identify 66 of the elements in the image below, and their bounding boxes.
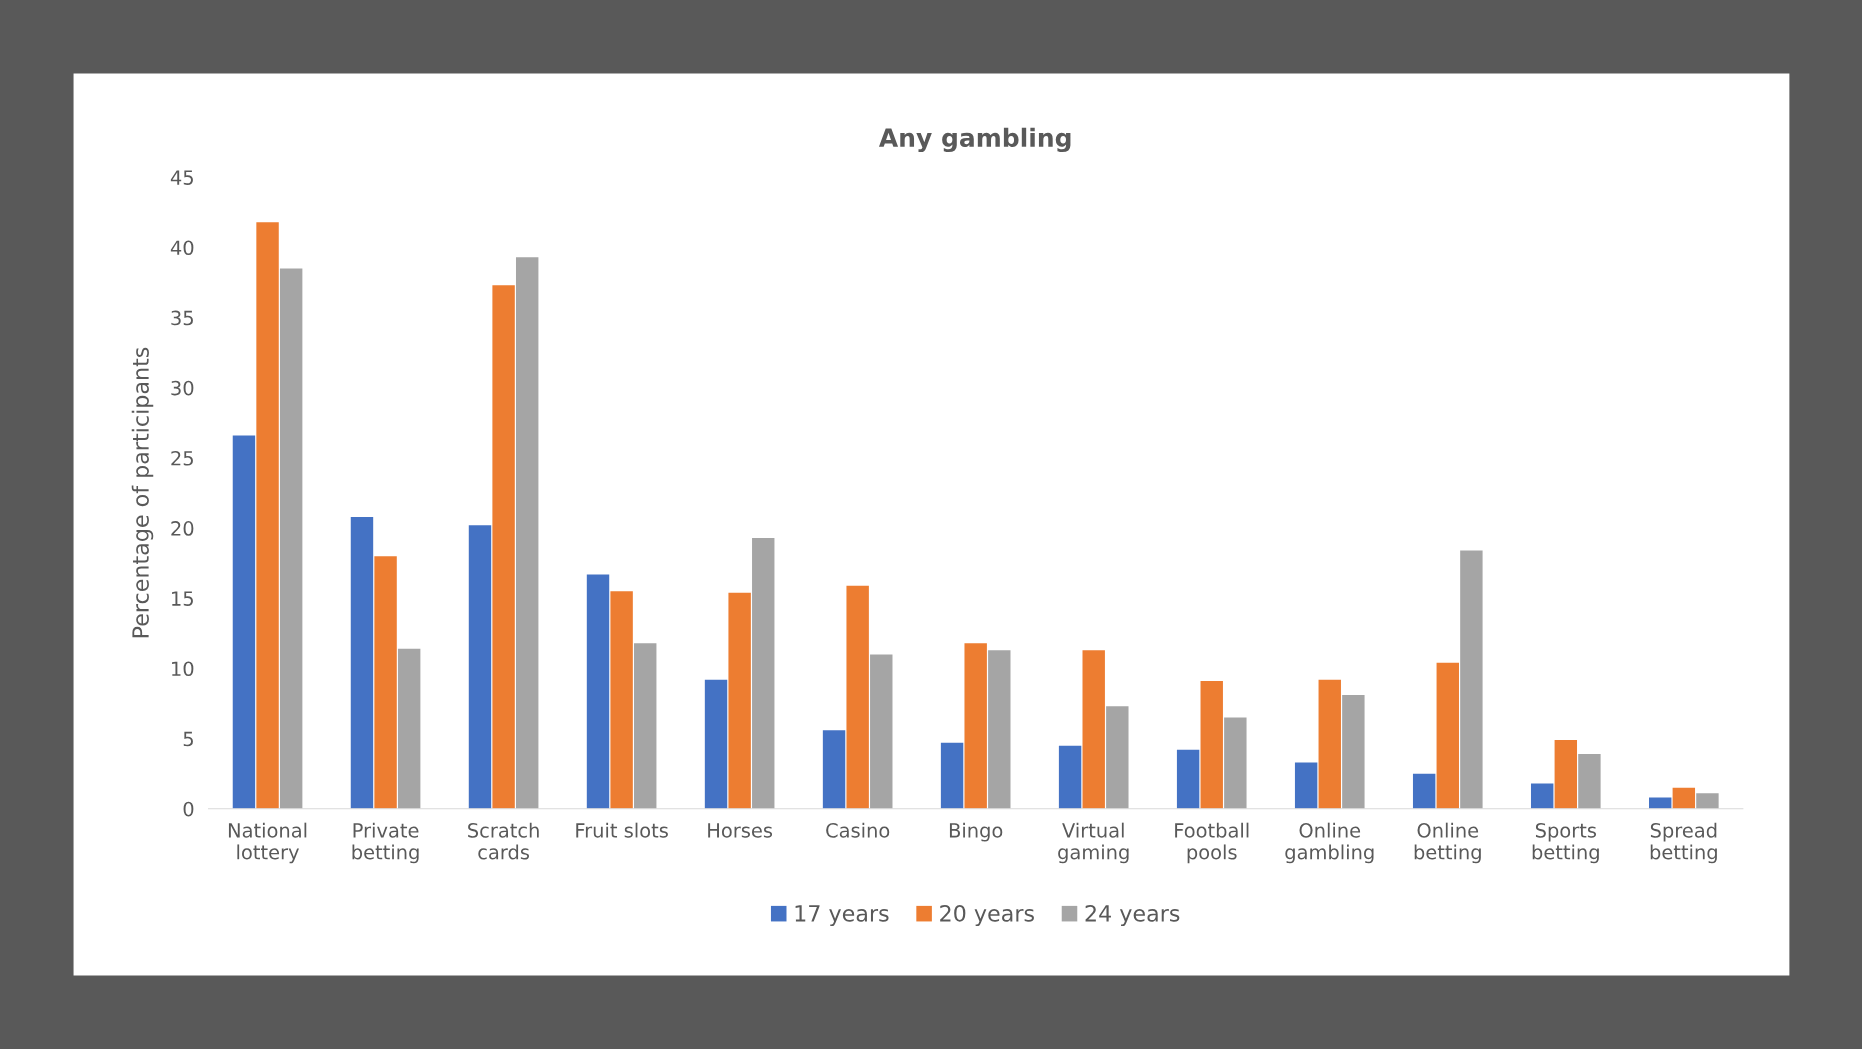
bar xyxy=(374,556,397,809)
legend-label: 24 years xyxy=(1085,904,1180,927)
bar xyxy=(1672,787,1696,809)
bar xyxy=(256,222,279,809)
y-axis-title: Percentage of participants xyxy=(131,347,154,638)
bar xyxy=(1176,749,1200,809)
bar xyxy=(1200,681,1223,809)
bar xyxy=(1294,762,1318,809)
x-tick-label: Sports betting xyxy=(1532,823,1599,864)
bar xyxy=(940,742,964,809)
bar xyxy=(870,654,893,809)
x-tick-label: Horses xyxy=(708,823,773,838)
bar xyxy=(964,643,987,809)
y-tick-label: 45 xyxy=(170,170,193,185)
y-tick-label: 15 xyxy=(172,591,193,606)
x-tick-label: Private betting xyxy=(352,822,419,864)
bar xyxy=(988,650,1011,809)
bar xyxy=(1412,773,1436,809)
x-tick-label: Bingo xyxy=(949,822,1003,842)
bar xyxy=(1554,740,1578,809)
bar xyxy=(1342,695,1365,809)
legend-label: 17 years xyxy=(795,905,889,927)
legend-label: 20 years xyxy=(940,904,1034,927)
bar xyxy=(1318,679,1341,809)
bar xyxy=(752,537,775,809)
bar xyxy=(1106,706,1129,809)
x-tick-label: Virtual gaming xyxy=(1058,822,1129,864)
y-tick-label: 20 xyxy=(171,521,194,536)
bar xyxy=(232,435,256,809)
bar xyxy=(1224,717,1247,809)
y-tick-label: 10 xyxy=(172,661,194,677)
chart-title: Any gambling xyxy=(878,127,1071,153)
y-tick-label: 35 xyxy=(171,310,193,326)
bar xyxy=(515,257,539,809)
y-tick-label: 30 xyxy=(171,380,194,396)
x-tick-label: Fruit slots xyxy=(576,822,668,838)
bar xyxy=(634,643,657,809)
y-tick-label: 40 xyxy=(170,240,194,256)
y-tick-label: 5 xyxy=(183,731,193,747)
bar xyxy=(586,574,610,809)
x-tick-label: Online betting xyxy=(1414,822,1481,864)
bar xyxy=(1460,550,1483,809)
bar xyxy=(728,592,751,809)
bar xyxy=(279,268,303,809)
bar xyxy=(610,591,633,809)
x-tick-label: Football pools xyxy=(1175,822,1249,864)
x-tick-label: Online gambling xyxy=(1285,822,1374,864)
bar xyxy=(704,679,728,809)
bar xyxy=(1696,793,1719,809)
bar xyxy=(397,648,421,809)
x-tick-label: Spread betting xyxy=(1650,822,1717,864)
bar xyxy=(492,285,515,809)
bar xyxy=(468,525,492,809)
bar xyxy=(1530,783,1554,809)
y-tick-label: 0 xyxy=(183,801,194,817)
x-tick-label: Scratch cards xyxy=(468,822,539,860)
bar xyxy=(1058,745,1082,809)
bar xyxy=(1436,662,1459,809)
x-tick-label: National lottery xyxy=(228,822,307,864)
y-tick-label: 25 xyxy=(171,450,193,466)
bar xyxy=(1082,650,1105,809)
bar xyxy=(846,585,869,809)
bar xyxy=(822,730,846,809)
bar xyxy=(350,516,374,809)
bar xyxy=(1578,754,1601,809)
x-tick-label: Casino xyxy=(826,822,890,838)
